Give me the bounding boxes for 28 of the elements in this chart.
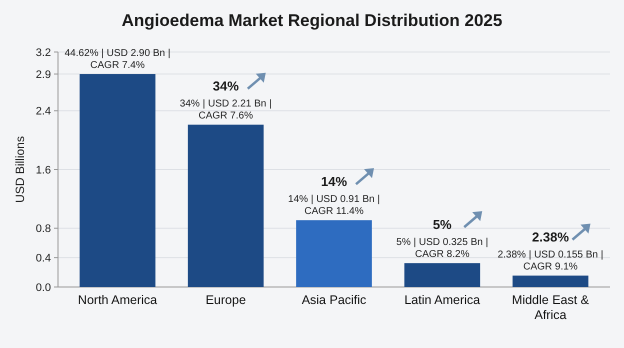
bar [188, 124, 264, 287]
annotation: 14% [320, 174, 348, 190]
y-tick-label: 2.4 [36, 106, 51, 118]
x-tick-label: Europe [206, 293, 246, 307]
y-tick-label: 1.6 [36, 164, 51, 176]
annotation: 34% [212, 78, 240, 94]
y-tick-label: 3.2 [36, 46, 51, 59]
annotation: 5% [432, 217, 452, 232]
bar [296, 220, 372, 287]
bar [404, 263, 480, 287]
data-label: 2.38% | USD 0.155 Bn | CAGR 9.1% [498, 250, 604, 273]
bar [512, 276, 588, 287]
annotation: 2.38% [532, 230, 570, 245]
y-tick-label: 0.8 [36, 223, 51, 236]
y-tick-label: 0.0 [36, 282, 51, 294]
data-label: 14% | USD 0.91 Bn | CAGR 11.4% [288, 194, 380, 218]
x-tick-label: Asia Pacific [302, 293, 366, 307]
x-tick-label: Middle East & Africa [512, 293, 590, 322]
data-label: 44.62% | USD 2.90 Bn | CAGR 7.4% [64, 48, 170, 72]
y-axis-title: USD Billions [13, 136, 27, 203]
data-label: 5% | USD 0.325 Bn | CAGR 8.2% [396, 237, 488, 260]
bar [80, 74, 156, 287]
chart-title: Angioedema Market Regional Distribution 2025 [122, 11, 502, 30]
x-tick-label: Latin America [404, 293, 480, 307]
y-tick-label: 0.4 [36, 252, 51, 264]
y-tick-label: 2.9 [36, 68, 51, 81]
data-label: 34% | USD 2.21 Bn | CAGR 7.6% [180, 98, 272, 122]
x-tick-label: North America [78, 293, 158, 307]
